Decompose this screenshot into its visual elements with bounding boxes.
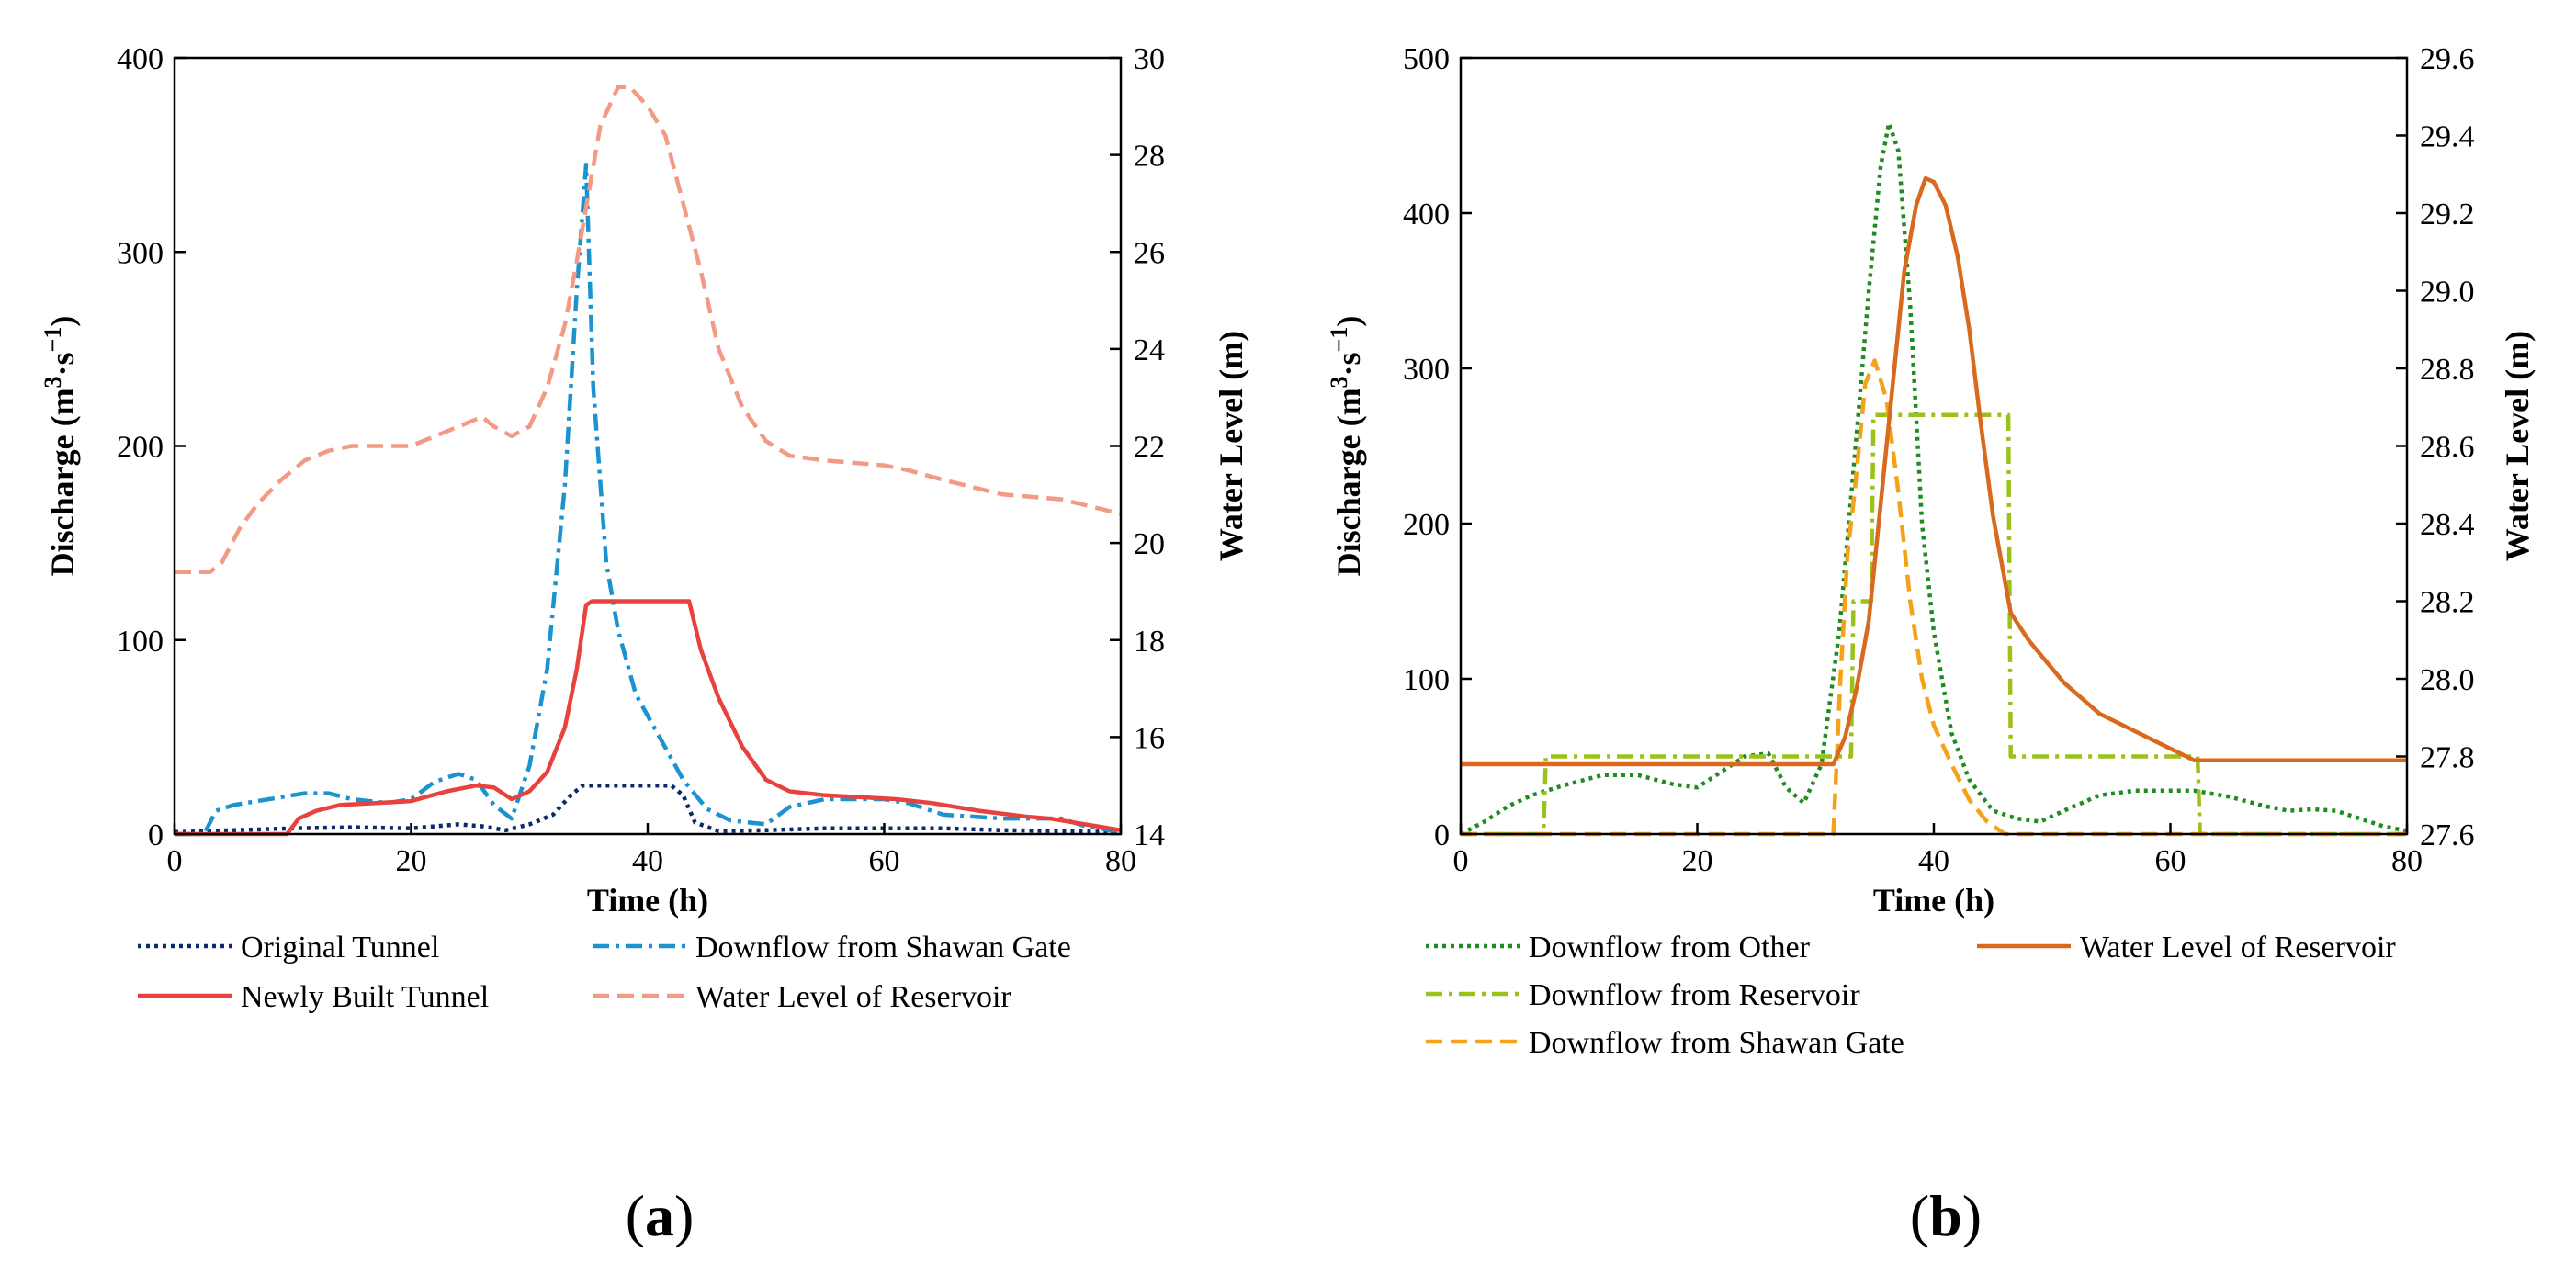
y-right-tick-label: 28.8: [2420, 353, 2475, 387]
x-axis-title: Time (h): [587, 882, 708, 919]
series-line-0: [1459, 120, 2408, 836]
plot-frame: [1459, 56, 2409, 836]
panel-a: 0 20 40 60 80 0 100 200 300 400 14 16 18 20 22 24 26 28 30…: [40, 42, 1250, 1248]
y-left-tick-label: 200: [1403, 508, 1450, 542]
y-right-ticks: 14 16 18 20 22 24 26 28 30: [1110, 42, 1165, 852]
x-ticks: 0 20 40 60 80: [1453, 823, 2423, 878]
y-right-tick-label: 28.4: [2420, 508, 2475, 542]
legend-label: Downflow from Reservoir: [1529, 978, 1860, 1012]
x-tick-label: 60: [869, 844, 900, 878]
legend-label: Original Tunnel: [241, 931, 439, 964]
y-right-tick-label: 28.2: [2420, 586, 2475, 620]
y-right-tick-label: 29.4: [2420, 120, 2475, 154]
legend-label: Downflow from Shawan Gate: [1529, 1026, 1904, 1060]
x-tick-label: 40: [1918, 844, 1949, 878]
legend-item-2: Newly Built Tunnel: [138, 980, 489, 1014]
y-right-tick-label: 28.6: [2420, 431, 2475, 465]
y-right-tick-label: 20: [1134, 527, 1165, 561]
legend-item-1: Downflow from Reservoir: [1426, 978, 1860, 1012]
x-tick-label: 80: [1105, 844, 1136, 878]
series-line-3: [175, 85, 1122, 575]
legend-label: Downflow from Shawan Gate: [695, 931, 1071, 964]
y-right-tick-label: 27.8: [2420, 741, 2475, 775]
y-left-tick-label: 100: [117, 625, 164, 659]
panel-label: (a): [626, 1183, 695, 1248]
y-right-tick-label: 18: [1134, 625, 1165, 659]
y-right-tick-label: 14: [1134, 818, 1165, 852]
y-right-tick-label: 29.6: [2420, 42, 2475, 76]
y-right-tick-label: 22: [1134, 431, 1165, 465]
series-line-0: [174, 783, 1122, 835]
legend-item-3: Water Level of Reservoir: [593, 980, 1011, 1014]
x-axis-title: Time (h): [1873, 882, 1994, 919]
legend: Original Tunnel Downflow from Shawan Gate…: [138, 931, 1071, 1014]
legend-label: Downflow from Other: [1529, 931, 1811, 964]
legend-item-0: Downflow from Other: [1426, 931, 1811, 964]
y-left-ticks: 0 100 200 300 400 500: [1403, 42, 1472, 852]
series-lines: [174, 85, 1122, 837]
legend-label: Water Level of Reservoir: [2080, 931, 2396, 964]
y-left-tick-label: 0: [1434, 818, 1450, 852]
y-right-tick-label: 26: [1134, 236, 1165, 270]
y-left-tick-label: 0: [148, 818, 164, 852]
x-tick-label: 40: [632, 844, 663, 878]
y-right-tick-label: 24: [1134, 333, 1165, 367]
y-right-axis-title: Water Level (m): [2499, 331, 2536, 561]
legend-item-3: Water Level of Reservoir: [1977, 931, 2396, 964]
y-left-tick-label: 300: [117, 236, 164, 270]
series-line-2: [175, 599, 1122, 837]
legend-item-0: Original Tunnel: [138, 931, 439, 964]
y-right-tick-label: 28: [1134, 140, 1165, 174]
y-left-tick-label: 300: [1403, 353, 1450, 387]
series-line-1: [1461, 412, 2407, 837]
legend-label: Water Level of Reservoir: [695, 980, 1011, 1014]
y-left-tick-label: 100: [1403, 663, 1450, 697]
y-left-tick-label: 500: [1403, 42, 1450, 76]
x-tick-label: 0: [167, 844, 183, 878]
series-line-3: [1461, 175, 2407, 767]
y-right-tick-label: 29.2: [2420, 197, 2475, 231]
y-right-tick-label: 30: [1134, 42, 1165, 76]
panel-b: 0 20 40 60 80 0 100 200 300 400 500 27.6 27.8 28.0 28.…: [1326, 42, 2536, 1248]
y-right-tick-label: 16: [1134, 721, 1165, 755]
y-left-tick-label: 200: [117, 431, 164, 465]
x-ticks: 0 20 40 60 80: [167, 823, 1136, 878]
y-right-tick-label: 29.0: [2420, 276, 2475, 310]
y-left-axis-title: Discharge (m3·s−1): [40, 316, 82, 577]
y-left-axis-title: Discharge (m3·s−1): [1326, 316, 1368, 577]
legend-item-1: Downflow from Shawan Gate: [593, 931, 1071, 964]
x-tick-label: 20: [396, 844, 427, 878]
series-line-2: [1461, 358, 2407, 837]
x-tick-label: 80: [2391, 844, 2423, 878]
series-lines: [1459, 120, 2408, 837]
x-tick-label: 0: [1453, 844, 1469, 878]
series-line-1: [175, 162, 1122, 837]
legend-label: Newly Built Tunnel: [241, 980, 489, 1014]
legend: Downflow from Other Water Level of Reserv…: [1426, 931, 2396, 1060]
x-tick-label: 60: [2155, 844, 2186, 878]
y-right-tick-label: 27.6: [2420, 818, 2475, 852]
y-left-ticks: 0 100 200 300 400: [117, 42, 186, 852]
legend-item-2: Downflow from Shawan Gate: [1426, 1026, 1904, 1060]
y-right-axis-title: Water Level (m): [1213, 331, 1249, 561]
y-left-tick-label: 400: [1403, 197, 1450, 231]
panel-label: (b): [1910, 1183, 1982, 1248]
y-left-tick-label: 400: [117, 42, 164, 76]
y-right-tick-label: 28.0: [2420, 663, 2475, 697]
x-tick-label: 20: [1682, 844, 1713, 878]
y-right-ticks: 27.6 27.8 28.0 28.2 28.4 28.6 28.8 29.0 29.2 29.4…: [2396, 42, 2475, 852]
